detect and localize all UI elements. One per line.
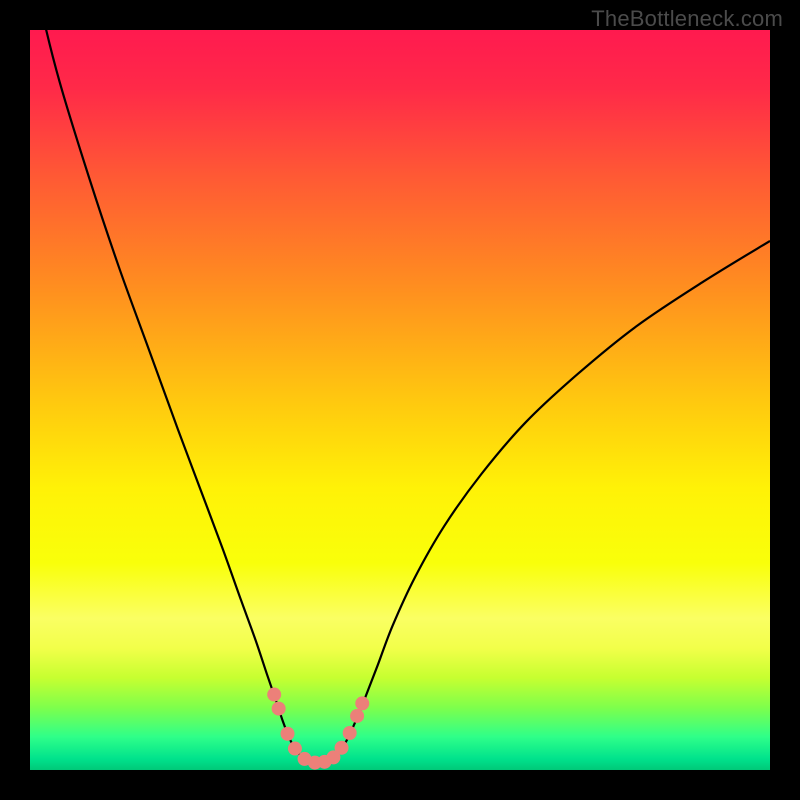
gradient-background — [30, 30, 770, 770]
marker-dot — [343, 726, 357, 740]
chart-svg — [30, 30, 770, 770]
marker-dot — [288, 742, 302, 756]
marker-dot — [355, 696, 369, 710]
plot-area — [30, 30, 770, 770]
marker-dot — [272, 702, 286, 716]
marker-dot — [281, 727, 295, 741]
marker-dot — [267, 688, 281, 702]
marker-dot — [350, 709, 364, 723]
plot-frame — [30, 30, 770, 770]
watermark-text: TheBottleneck.com — [591, 6, 783, 32]
marker-dot — [335, 741, 349, 755]
